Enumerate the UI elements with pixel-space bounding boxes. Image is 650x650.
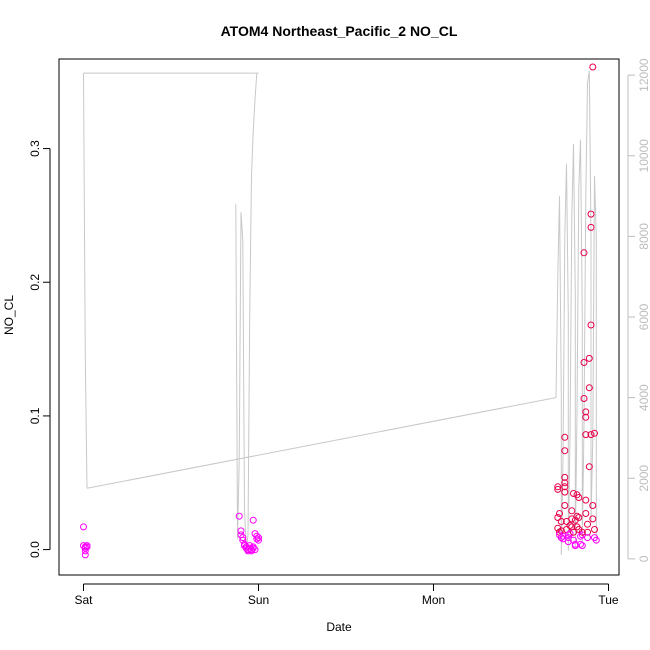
data-point-85 [582, 510, 590, 517]
data-point-96 [589, 502, 597, 509]
data-point-46 [561, 473, 569, 481]
data-point-9 [237, 527, 245, 535]
data-point-48 [561, 483, 569, 491]
data-point-45 [561, 447, 569, 455]
data-point-39 [557, 518, 565, 525]
right-tick-label-4: 8000 [637, 223, 650, 250]
data-point-100 [591, 526, 598, 533]
data-point-25 [249, 516, 257, 524]
data-point-97 [589, 515, 597, 523]
data-point-70 [575, 494, 583, 501]
y-axis-label: NO_CL [2, 295, 16, 335]
data-point-87 [584, 528, 591, 536]
data-point-57 [566, 530, 574, 538]
data-point-8 [235, 512, 243, 520]
right-tick-label-1: 2000 [637, 465, 650, 492]
data-point-74 [577, 540, 584, 548]
y-tick-label-3: 0.3 [28, 140, 42, 157]
data-point-32 [554, 483, 562, 491]
data-point-81 [582, 408, 590, 416]
line-segment-1 [86, 397, 557, 489]
right-axis-line-series [83, 71, 597, 555]
data-point-93 [587, 223, 595, 231]
data-point-0 [80, 523, 87, 531]
data-point-73 [577, 532, 584, 540]
data-point-29 [253, 535, 261, 543]
data-point-88 [584, 534, 591, 542]
data-point-30 [255, 534, 262, 542]
data-point-38 [556, 510, 563, 517]
data-point-86 [584, 520, 591, 528]
right-tick-label-6: 12000 [637, 58, 650, 92]
x-tick-label-3: Tue [598, 593, 619, 607]
data-point-33 [554, 485, 562, 493]
data-point-58 [568, 507, 576, 515]
right-tick-label-2: 4000 [637, 384, 650, 411]
x-axis: Sat Sun Mon Tue [74, 583, 619, 607]
data-point-28 [253, 532, 261, 540]
data-point-11 [239, 534, 247, 542]
data-point-82 [582, 413, 590, 421]
data-point-83 [582, 431, 590, 439]
data-point-78 [580, 249, 588, 257]
line-segment-3 [555, 71, 597, 555]
data-point-26 [251, 546, 259, 554]
right-y-axis: 0 2000 4000 6000 8000 10000 12000 [627, 58, 650, 562]
data-point-49 [561, 488, 569, 496]
data-point-34 [554, 514, 562, 521]
data-point-31 [255, 536, 262, 544]
plot-frame [58, 58, 620, 576]
data-point-80 [580, 395, 588, 402]
data-point-65 [571, 542, 579, 550]
data-point-55 [564, 538, 572, 546]
data-point-68 [573, 512, 581, 520]
right-tick-label-5: 10000 [637, 139, 650, 173]
line-segment-0 [83, 73, 88, 489]
data-point-102 [592, 536, 600, 544]
data-point-90 [585, 384, 593, 392]
data-point-98 [589, 63, 597, 71]
chart-title: ATOM4 Northeast_Pacific_2 NO_CL [221, 23, 458, 39]
y-tick-label-1: 0.1 [28, 407, 42, 424]
data-point-41 [557, 534, 565, 542]
line-segment-2 [83, 72, 259, 551]
data-point-62 [570, 528, 577, 536]
x-axis-label: Date [326, 620, 352, 634]
y-tick-label-0: 0.0 [28, 541, 42, 558]
data-point-71 [575, 514, 583, 521]
data-point-44 [561, 433, 569, 441]
data-point-76 [578, 528, 586, 536]
data-point-50 [561, 502, 569, 509]
right-tick-label-0: 0 [637, 555, 650, 562]
y-axis: 0.0 0.1 0.2 0.3 [28, 140, 51, 558]
data-point-47 [561, 479, 569, 487]
scatter-series [80, 63, 600, 559]
data-point-56 [566, 522, 574, 529]
data-point-7 [83, 543, 91, 551]
data-point-75 [578, 542, 586, 550]
data-point-92 [587, 210, 595, 218]
data-point-89 [585, 354, 593, 362]
data-point-94 [587, 321, 595, 329]
data-point-99 [591, 429, 598, 437]
y-tick-label-2: 0.2 [28, 274, 42, 291]
data-point-95 [587, 431, 595, 439]
data-point-79 [580, 359, 588, 366]
x-tick-label-2: Mon [422, 593, 445, 607]
x-tick-label-1: Sun [248, 593, 269, 607]
data-point-61 [570, 490, 577, 497]
x-tick-label-0: Sat [74, 593, 93, 607]
right-tick-label-3: 6000 [637, 303, 650, 330]
data-point-5 [81, 551, 89, 559]
data-point-91 [585, 463, 593, 471]
data-point-84 [582, 496, 590, 504]
data-point-24 [249, 544, 257, 552]
